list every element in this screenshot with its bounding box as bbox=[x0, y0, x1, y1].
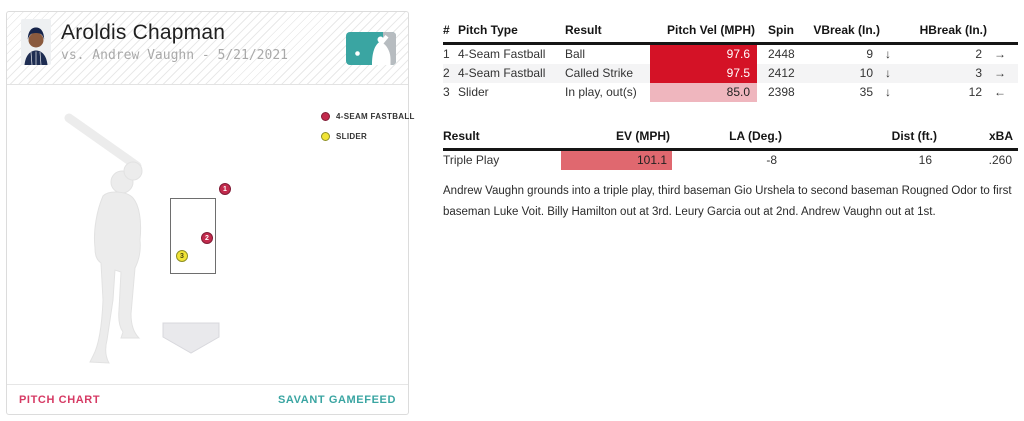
slider-legend-dot-icon bbox=[321, 132, 330, 141]
cell-hbreak: 3 bbox=[903, 64, 982, 83]
pitch-row-3: 3 Slider In play, out(s) 85.0 2398 35 ↓ … bbox=[443, 83, 1018, 102]
pitch-marker-2[interactable]: 2 bbox=[201, 232, 213, 244]
mlb-logo-icon bbox=[346, 32, 396, 65]
cell-vbreak: 10 bbox=[810, 64, 873, 83]
cell-xba: .260 bbox=[988, 153, 1012, 167]
savant-gamefeed-link[interactable]: SAVANT GAMEFEED bbox=[278, 394, 396, 406]
cell-pitch-type: Slider bbox=[458, 85, 489, 99]
pitch-type-legend: 4-SEAM FASTBALL SLIDER bbox=[321, 112, 415, 152]
batter-silhouette bbox=[64, 113, 143, 364]
cell-spin: 2448 bbox=[768, 47, 795, 61]
player-headshot-image bbox=[21, 19, 51, 65]
cell-result: Called Strike bbox=[565, 64, 650, 83]
col-header-ev: EV (MPH) bbox=[616, 129, 670, 143]
col-header-result: Result bbox=[565, 23, 602, 37]
left-arrow-icon: ← bbox=[994, 85, 1006, 99]
pitch-chart-card: Aroldis Chapman vs. Andrew Vaughn - 5/21… bbox=[6, 11, 414, 415]
result-table-header-row: Result EV (MPH) LA (Deg.) Dist (ft.) xBA bbox=[443, 120, 1018, 151]
home-plate bbox=[162, 322, 220, 354]
cell-la: -8 bbox=[766, 153, 777, 167]
card-footer: PITCH CHART SAVANT GAMEFEED bbox=[7, 384, 408, 415]
down-arrow-icon: ↓ bbox=[873, 64, 903, 83]
pitch-marker-1[interactable]: 1 bbox=[219, 183, 231, 195]
cell-spin: 2398 bbox=[768, 85, 795, 99]
pitch-row-1: 1 4-Seam Fastball Ball 97.6 2448 9 ↓ 2 → bbox=[443, 45, 1018, 64]
cell-pitch-vel: 97.5 bbox=[650, 64, 757, 83]
pitch-row-2: 2 4-Seam Fastball Called Strike 97.5 241… bbox=[443, 64, 1018, 83]
play-description: Andrew Vaughn grounds into a triple play… bbox=[443, 185, 1012, 218]
matchup-subtitle: vs. Andrew Vaughn - 5/21/2021 bbox=[61, 48, 288, 63]
cell-hbreak: 12 bbox=[968, 85, 982, 99]
col-header-pitch-type: Pitch Type bbox=[458, 23, 518, 37]
down-arrow-icon: ↓ bbox=[885, 85, 891, 99]
cell-pitch-number: 2 bbox=[443, 64, 458, 83]
col-header-la: LA (Deg.) bbox=[729, 129, 782, 143]
col-header-xba: xBA bbox=[988, 129, 1013, 143]
slider-legend-label: SLIDER bbox=[336, 132, 368, 141]
down-arrow-icon: ↓ bbox=[885, 47, 891, 61]
col-header-pitch-vel: Pitch Vel (MPH) bbox=[666, 23, 755, 37]
cell-pitch-type: 4-Seam Fastball bbox=[458, 64, 565, 83]
strike-zone bbox=[170, 198, 216, 274]
col-header-hbreak: HBreak (In.) bbox=[919, 23, 987, 37]
cell-result: Triple Play bbox=[443, 153, 500, 167]
col-header-dist: Dist (ft.) bbox=[891, 129, 937, 143]
card-header: Aroldis Chapman vs. Andrew Vaughn - 5/21… bbox=[7, 12, 408, 85]
col-header-spin: Spin bbox=[768, 23, 794, 37]
fastball-legend-dot-icon bbox=[321, 112, 330, 121]
cell-dist: 16 bbox=[918, 153, 932, 167]
cell-pitch-vel: 85.0 bbox=[650, 83, 757, 102]
cell-hbreak: 2 bbox=[975, 47, 982, 61]
cell-vbreak: 35 bbox=[859, 85, 873, 99]
col-header-number: # bbox=[443, 23, 450, 37]
cell-pitch-vel: 97.6 bbox=[650, 45, 757, 64]
pitch-marker-3[interactable]: 3 bbox=[176, 250, 188, 262]
col-header-result: Result bbox=[443, 129, 480, 143]
cell-result: In play, out(s) bbox=[565, 85, 637, 99]
pitch-table: # Pitch Type Result Pitch Vel (MPH) Spin… bbox=[443, 18, 1018, 102]
legend-item-fastball: 4-SEAM FASTBALL bbox=[321, 112, 415, 121]
matchup-title-block: Aroldis Chapman vs. Andrew Vaughn - 5/21… bbox=[61, 21, 288, 63]
player-name: Aroldis Chapman bbox=[61, 21, 226, 44]
result-row: Triple Play 101.1 -8 16 .260 bbox=[443, 151, 1018, 170]
col-header-vbreak: VBreak (In.) bbox=[813, 23, 880, 37]
cell-pitch-type: 4-Seam Fastball bbox=[458, 47, 546, 61]
legend-item-slider: SLIDER bbox=[321, 132, 415, 141]
right-arrow-icon: → bbox=[982, 64, 1018, 83]
cell-ev: 101.1 bbox=[561, 151, 672, 170]
right-arrow-icon: → bbox=[994, 47, 1006, 61]
cell-pitch-number: 3 bbox=[443, 85, 450, 99]
cell-spin: 2412 bbox=[757, 64, 810, 83]
fastball-legend-label: 4-SEAM FASTBALL bbox=[336, 112, 415, 121]
pitch-chart-link[interactable]: PITCH CHART bbox=[19, 394, 101, 406]
cell-result: Ball bbox=[565, 47, 586, 61]
pitch-markers-layer: 1 2 3 bbox=[7, 12, 408, 414]
pitch-table-header-row: # Pitch Type Result Pitch Vel (MPH) Spin… bbox=[443, 18, 1018, 45]
result-table: Result EV (MPH) LA (Deg.) Dist (ft.) xBA… bbox=[443, 120, 1018, 170]
cell-pitch-number: 1 bbox=[443, 47, 450, 61]
cell-vbreak: 9 bbox=[866, 47, 873, 61]
